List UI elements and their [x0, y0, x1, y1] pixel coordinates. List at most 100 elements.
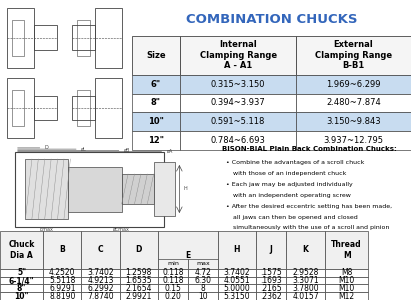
- Text: • After the desired eccentric setting has been made,: • After the desired eccentric setting ha…: [226, 204, 392, 209]
- Bar: [158, 231, 218, 269]
- Text: 4.2520: 4.2520: [49, 268, 76, 277]
- Text: • Combine the advantages of a scroll chuck: • Combine the advantages of a scroll chu…: [226, 160, 364, 165]
- Text: • The jaws are reversible and may be used: • The jaws are reversible and may be use…: [226, 237, 361, 242]
- Bar: [296, 112, 411, 131]
- Text: 5.3150: 5.3150: [224, 292, 250, 300]
- Bar: [188, 292, 218, 300]
- Text: D: D: [45, 146, 48, 150]
- Text: 10: 10: [198, 292, 208, 300]
- Bar: [120, 292, 158, 300]
- Bar: [325, 284, 368, 292]
- Bar: [77, 90, 90, 126]
- Text: 6.30: 6.30: [194, 276, 211, 285]
- Bar: [180, 36, 296, 75]
- Bar: [132, 94, 180, 112]
- Bar: [43, 292, 81, 300]
- Bar: [0, 269, 43, 277]
- Bar: [286, 231, 325, 269]
- Text: 0.118: 0.118: [162, 268, 184, 277]
- Text: 0.20: 0.20: [164, 292, 181, 300]
- Text: 3.7402: 3.7402: [87, 268, 114, 277]
- Bar: [218, 292, 256, 300]
- Bar: [0, 292, 43, 300]
- Bar: [188, 277, 218, 284]
- Text: M10: M10: [339, 284, 355, 293]
- Bar: [256, 269, 286, 277]
- Text: C: C: [98, 245, 103, 254]
- Text: M12: M12: [339, 292, 355, 300]
- Bar: [286, 292, 325, 300]
- Bar: [7, 8, 34, 68]
- Text: with an independent operating screw: with an independent operating screw: [233, 193, 351, 198]
- Bar: [12, 90, 24, 126]
- Bar: [132, 131, 180, 150]
- Text: 5.5118: 5.5118: [49, 276, 76, 285]
- Bar: [43, 269, 81, 277]
- Bar: [180, 131, 296, 150]
- Bar: [43, 231, 81, 269]
- Bar: [286, 277, 325, 284]
- Text: 8": 8": [151, 98, 161, 107]
- Bar: [0, 284, 43, 292]
- Text: H: H: [184, 187, 187, 191]
- Bar: [34, 96, 57, 120]
- Bar: [81, 284, 120, 292]
- Bar: [120, 231, 158, 269]
- Bar: [0, 231, 43, 269]
- Text: øA: øA: [166, 149, 173, 154]
- Text: 1.969~6.299: 1.969~6.299: [326, 80, 381, 89]
- Bar: [286, 269, 325, 277]
- Text: Size: Size: [146, 51, 166, 60]
- Text: 3.7402: 3.7402: [224, 268, 250, 277]
- Text: 2.480~7.874: 2.480~7.874: [326, 98, 381, 107]
- Text: .2165: .2165: [260, 284, 282, 293]
- Text: min: min: [167, 261, 179, 266]
- Bar: [296, 94, 411, 112]
- Text: as inside and outside jaws: as inside and outside jaws: [233, 247, 316, 252]
- Text: 7.8740: 7.8740: [87, 292, 114, 300]
- Text: • Each jaw may be adjusted individually: • Each jaw may be adjusted individually: [226, 182, 352, 187]
- Bar: [180, 75, 296, 94]
- Bar: [296, 131, 411, 150]
- Text: 5.0000: 5.0000: [224, 284, 250, 293]
- Text: 0.394~3.937: 0.394~3.937: [211, 98, 266, 107]
- Bar: [256, 231, 286, 269]
- Bar: [81, 277, 120, 284]
- Bar: [132, 112, 180, 131]
- Text: K: K: [302, 245, 309, 254]
- Text: J: J: [270, 245, 272, 254]
- Text: 3.937~12.795: 3.937~12.795: [323, 136, 383, 145]
- Text: .2362: .2362: [260, 292, 282, 300]
- Bar: [218, 284, 256, 292]
- Text: 0.591~5.118: 0.591~5.118: [211, 117, 265, 126]
- Text: Internal
Clamping Range
A - A1: Internal Clamping Range A - A1: [199, 40, 277, 70]
- Bar: [68, 167, 122, 212]
- Bar: [296, 36, 411, 75]
- Text: M8: M8: [341, 268, 352, 277]
- Text: B: B: [60, 245, 65, 254]
- Bar: [180, 94, 296, 112]
- Text: 3.3071: 3.3071: [292, 276, 319, 285]
- Bar: [132, 36, 180, 75]
- Bar: [77, 20, 90, 56]
- Text: øEmax: øEmax: [113, 227, 130, 232]
- Text: simultaneously with the use of a scroll and pinion: simultaneously with the use of a scroll …: [233, 225, 390, 230]
- Bar: [81, 231, 120, 269]
- Text: .1575: .1575: [260, 268, 282, 277]
- Text: Thread
M: Thread M: [331, 240, 362, 260]
- Text: with those of an independent chuck: with those of an independent chuck: [233, 170, 346, 175]
- Text: 2.9528: 2.9528: [292, 268, 319, 277]
- Bar: [43, 284, 81, 292]
- Text: 0.15: 0.15: [164, 284, 181, 293]
- Text: 8": 8": [17, 284, 26, 293]
- Text: 4.0551: 4.0551: [224, 276, 250, 285]
- Bar: [188, 284, 218, 292]
- Text: H: H: [234, 245, 240, 254]
- Bar: [15, 152, 164, 226]
- Text: 4.0157: 4.0157: [292, 292, 319, 300]
- Bar: [81, 269, 120, 277]
- Bar: [218, 269, 256, 277]
- Bar: [158, 259, 188, 269]
- Text: 6.2992: 6.2992: [87, 284, 114, 293]
- Text: 5": 5": [17, 268, 26, 277]
